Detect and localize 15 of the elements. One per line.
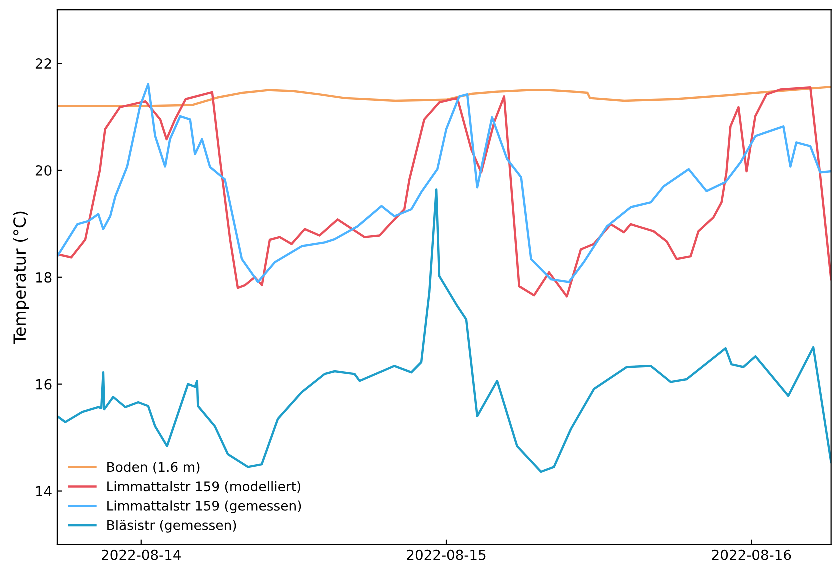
legend-label: Limmattalstr 159 (modelliert)	[108, 481, 301, 494]
x-tick-label: 2022-08-16	[712, 550, 792, 560]
y-tick-label: 18	[36, 272, 52, 283]
line-series	[57, 188, 832, 474]
y-tick-label: 16	[36, 379, 52, 390]
x-tick-label: 2022-08-14	[102, 550, 181, 560]
legend-label: Boden (1.6 m)	[108, 462, 200, 474]
x-tick-label: 2022-08-15	[407, 550, 486, 560]
line-series	[57, 86, 832, 108]
y-axis-title: Temperatur (°C)	[13, 212, 30, 344]
y-tick-label: 14	[36, 486, 52, 497]
y-tick-label: 20	[36, 165, 52, 176]
legend-label: Bläsistr (gemessen)	[108, 520, 236, 533]
y-tick-label: 22	[36, 58, 52, 69]
legend-label: Limmattalstr 159 (gemessen)	[108, 500, 302, 514]
